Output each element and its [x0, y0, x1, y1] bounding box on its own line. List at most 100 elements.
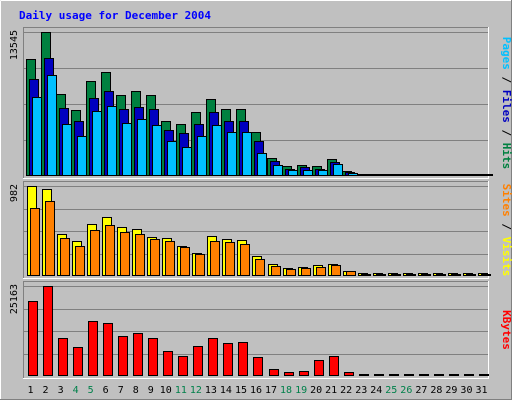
- bar-sites-day-30: [466, 274, 476, 276]
- bar-pages-day-20: [318, 170, 328, 176]
- bar-kbytes-day-19: [299, 371, 309, 376]
- day-label: 8: [133, 385, 139, 396]
- bar-sites-day-11: [180, 247, 190, 276]
- bar-sites-day-7: [120, 232, 130, 276]
- bar-kbytes-day-4: [73, 347, 83, 376]
- day-label: 5: [88, 385, 94, 396]
- bar-sites-day-21: [331, 265, 341, 276]
- chart-title: Daily usage for December 2004: [19, 9, 211, 22]
- bar-sites-day-25: [391, 274, 401, 276]
- bar-sites-day-3: [60, 238, 70, 276]
- day-label: 22: [340, 385, 352, 396]
- day-label: 30: [460, 385, 472, 396]
- bar-sites-day-29: [451, 274, 461, 276]
- series-pages: [32, 75, 493, 176]
- bar-sites-day-8: [135, 234, 145, 276]
- bar-sites-day-4: [75, 246, 85, 276]
- axis-legend-part: Files: [500, 90, 512, 123]
- axis-legend-part: /: [500, 123, 512, 143]
- bar-sites-day-24: [376, 274, 386, 276]
- bar-sites-day-16: [255, 259, 265, 276]
- bar-sites-day-26: [406, 274, 416, 276]
- day-label: 6: [103, 385, 109, 396]
- day-label: 24: [370, 385, 382, 396]
- bar-pages-day-13: [212, 125, 222, 176]
- bar-pages-day-21: [333, 164, 343, 176]
- series-kbytes: [28, 286, 489, 376]
- day-labels: 1 2 3 4 5 6 7 8 9 10 11 12 13 14 15 16 17 18 19 20 21 22 23 24 2…: [28, 385, 488, 396]
- bar-sites-day-23: [361, 274, 371, 276]
- axis-legend-part: Pages: [500, 37, 512, 70]
- bar-pages-day-11: [182, 147, 192, 176]
- bar-kbytes-day-27: [419, 374, 429, 376]
- bar-kbytes-day-2: [43, 286, 53, 376]
- y-axis-max-label: 25163: [9, 284, 20, 314]
- bar-pages-day-3: [62, 124, 72, 176]
- day-label: 1: [28, 385, 34, 396]
- bar-pages-day-4: [77, 136, 87, 176]
- bar-pages-day-22: [348, 173, 358, 176]
- day-label: 12: [190, 385, 202, 396]
- bar-sites-day-9: [150, 239, 160, 276]
- axis-legend: KBytes: [500, 310, 512, 350]
- bar-pages-day-17: [273, 165, 283, 176]
- bar-sites-day-13: [210, 241, 220, 276]
- bar-sites-day-17: [271, 266, 281, 276]
- bar-sites-day-27: [421, 274, 431, 276]
- bar-kbytes-day-26: [404, 374, 414, 376]
- bar-pages-day-24: [378, 174, 388, 176]
- day-label: 3: [58, 385, 64, 396]
- day-label: 27: [415, 385, 427, 396]
- bar-kbytes-day-5: [88, 321, 98, 376]
- bar-kbytes-day-10: [163, 351, 173, 376]
- axis-legend-part: Sites: [500, 184, 512, 217]
- bar-pages-day-27: [423, 174, 433, 176]
- day-label: 17: [265, 385, 277, 396]
- bar-pages-day-2: [47, 75, 57, 176]
- bar-pages-day-12: [197, 136, 207, 176]
- bar-kbytes-day-3: [58, 338, 68, 376]
- bar-sites-day-22: [346, 271, 356, 276]
- bar-pages-day-19: [303, 170, 313, 176]
- bar-sites-day-14: [225, 242, 235, 276]
- bar-kbytes-day-30: [464, 374, 474, 376]
- bar-pages-day-1: [32, 97, 42, 176]
- bar-kbytes-day-6: [103, 323, 113, 376]
- bar-pages-day-5: [92, 111, 102, 176]
- day-label: 20: [310, 385, 322, 396]
- bar-kbytes-day-20: [314, 360, 324, 376]
- day-label: 26: [400, 385, 412, 396]
- panel-2: 982 Sites / Visits: [9, 181, 512, 279]
- bar-pages-day-14: [227, 132, 237, 176]
- day-label: 2: [43, 385, 49, 396]
- axis-legend-part: KBytes: [500, 310, 512, 350]
- bar-sites-day-6: [105, 225, 115, 276]
- axis-legend-part: Visits: [500, 237, 512, 277]
- day-label: 7: [118, 385, 124, 396]
- bar-kbytes-day-23: [359, 374, 369, 376]
- day-label: 11: [175, 385, 187, 396]
- bar-sites-day-5: [90, 230, 100, 276]
- bar-kbytes-day-24: [374, 374, 384, 376]
- axis-legend: Pages / Files / Hits: [500, 37, 512, 170]
- day-label: 14: [220, 385, 232, 396]
- bar-sites-day-2: [45, 201, 55, 276]
- bar-kbytes-day-12: [193, 346, 203, 376]
- bar-pages-day-9: [152, 125, 162, 176]
- day-label: 13: [205, 385, 217, 396]
- panel-1: 13545 Pages / Files / Hits: [9, 27, 512, 179]
- bar-kbytes-day-28: [434, 374, 444, 376]
- bar-kbytes-day-17: [269, 369, 279, 376]
- bar-kbytes-day-29: [449, 374, 459, 376]
- bar-kbytes-day-13: [208, 338, 218, 376]
- bar-kbytes-day-21: [329, 356, 339, 376]
- bar-pages-day-31: [483, 174, 493, 176]
- bar-pages-day-26: [408, 174, 418, 176]
- day-label: 18: [280, 385, 292, 396]
- bar-kbytes-day-15: [238, 342, 248, 376]
- bar-kbytes-day-1: [28, 301, 38, 376]
- day-label: 28: [430, 385, 442, 396]
- day-label: 15: [235, 385, 247, 396]
- day-label: 4: [73, 385, 79, 396]
